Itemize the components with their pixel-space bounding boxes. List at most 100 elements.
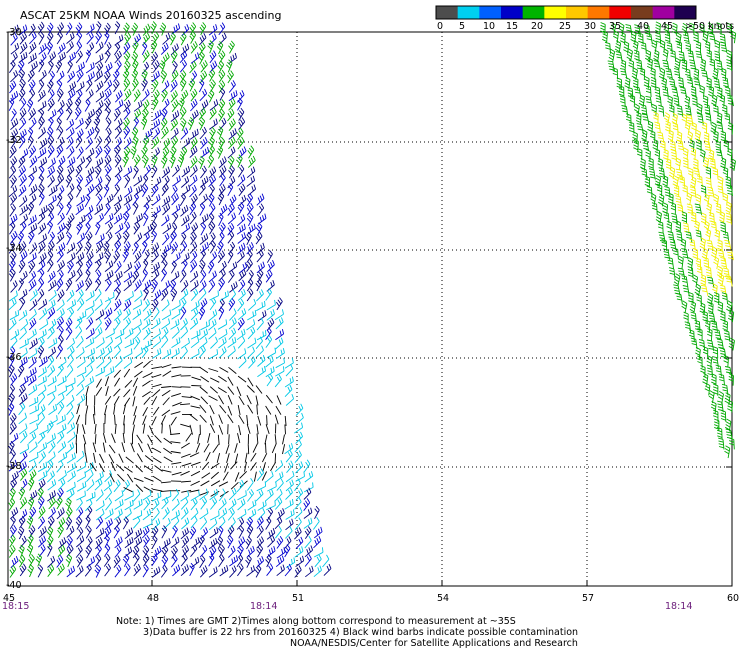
wind-barb — [56, 414, 66, 425]
wind-barb — [143, 164, 152, 178]
wind-barb — [65, 553, 73, 568]
wind-barb — [123, 389, 131, 398]
wind-barb — [143, 360, 151, 368]
wind-barb — [104, 405, 108, 416]
wind-barb — [664, 186, 671, 198]
wind-barb — [217, 434, 220, 445]
wind-barb — [172, 175, 181, 187]
wind-barb — [104, 203, 111, 216]
wind-barb — [123, 317, 131, 330]
wind-barb — [690, 311, 697, 324]
wind-barb — [104, 98, 111, 112]
wind-barb — [160, 42, 169, 55]
wind-barb — [704, 103, 711, 116]
wind-barb — [171, 488, 180, 502]
wind-barb — [247, 489, 254, 502]
wind-barb — [20, 468, 28, 481]
wind-barb — [19, 443, 30, 455]
wind-barb — [662, 48, 669, 62]
wind-barb — [170, 110, 180, 122]
wind-barb — [729, 158, 736, 171]
wind-barb — [199, 414, 207, 423]
wind-barb — [94, 269, 102, 283]
wind-barb — [170, 348, 180, 359]
wind-barb — [207, 260, 215, 274]
wind-barb — [208, 566, 218, 578]
wind-barb — [76, 347, 85, 359]
wind-barb — [725, 201, 732, 215]
wind-barb — [151, 525, 159, 539]
wind-barb — [47, 451, 56, 463]
wind-barb — [181, 223, 191, 235]
wind-barb — [198, 42, 206, 56]
wind-barb — [180, 403, 191, 406]
wind-barb — [134, 251, 142, 264]
wind-barb — [10, 108, 17, 122]
wind-barb — [716, 121, 724, 134]
wind-barb — [247, 269, 254, 283]
wind-barb — [141, 232, 150, 245]
wind-barb — [47, 145, 55, 159]
wind-barb — [199, 88, 208, 102]
wind-barb — [57, 375, 67, 387]
wind-barb — [722, 192, 729, 206]
wind-barb — [662, 175, 669, 188]
wind-barb — [153, 89, 160, 103]
wind-barb — [67, 270, 76, 282]
wind-barb — [95, 544, 102, 558]
wind-barb — [47, 420, 54, 434]
wind-barb — [29, 299, 38, 312]
wind-barb — [104, 164, 112, 177]
wind-barb — [245, 231, 252, 246]
wind-barb — [237, 232, 246, 244]
wind-barb — [123, 368, 131, 378]
wind-barb — [724, 392, 731, 406]
wind-barb — [48, 184, 58, 197]
wind-barb — [104, 543, 111, 557]
wind-barb — [67, 431, 76, 443]
wind-barb — [237, 336, 246, 349]
wind-barb — [56, 145, 64, 158]
wind-barb — [658, 231, 666, 244]
wind-barb — [188, 78, 196, 92]
wind-barb — [133, 406, 138, 417]
wind-barb — [238, 269, 247, 282]
wind-barb — [95, 31, 102, 45]
wind-barb — [247, 155, 256, 168]
wind-barb — [142, 415, 147, 425]
wind-barb — [142, 564, 149, 578]
wind-barb — [602, 30, 608, 44]
wind-barb — [38, 233, 48, 245]
wind-barb — [720, 157, 727, 170]
wind-barb — [143, 279, 152, 292]
wind-barb — [716, 86, 723, 99]
wind-barb — [28, 23, 36, 37]
wind-barb — [38, 506, 46, 519]
wind-barb — [76, 356, 86, 368]
wind-barb — [39, 138, 48, 150]
wind-barb — [726, 49, 733, 63]
wind-barb — [18, 69, 25, 83]
wind-barb — [208, 24, 218, 36]
wind-barb — [142, 318, 151, 330]
wind-barb — [147, 443, 153, 453]
wind-barb — [256, 525, 264, 539]
wind-barb — [48, 70, 55, 84]
wind-barb — [200, 241, 209, 254]
wind-barb — [190, 52, 200, 64]
wind-barb — [180, 507, 189, 520]
wind-barb — [645, 85, 652, 98]
wind-barb — [109, 473, 115, 483]
wind-barb — [85, 155, 92, 169]
wind-barb — [274, 309, 284, 321]
wind-barb — [161, 423, 163, 434]
wind-barb — [681, 275, 689, 287]
wind-barb — [67, 81, 77, 93]
wind-barb — [274, 471, 284, 483]
wind-barb — [658, 167, 666, 179]
wind-barb — [256, 317, 264, 331]
wind-barb — [96, 508, 105, 521]
wind-barb — [19, 451, 28, 464]
wind-barb — [9, 259, 16, 272]
wind-barb — [95, 309, 105, 321]
